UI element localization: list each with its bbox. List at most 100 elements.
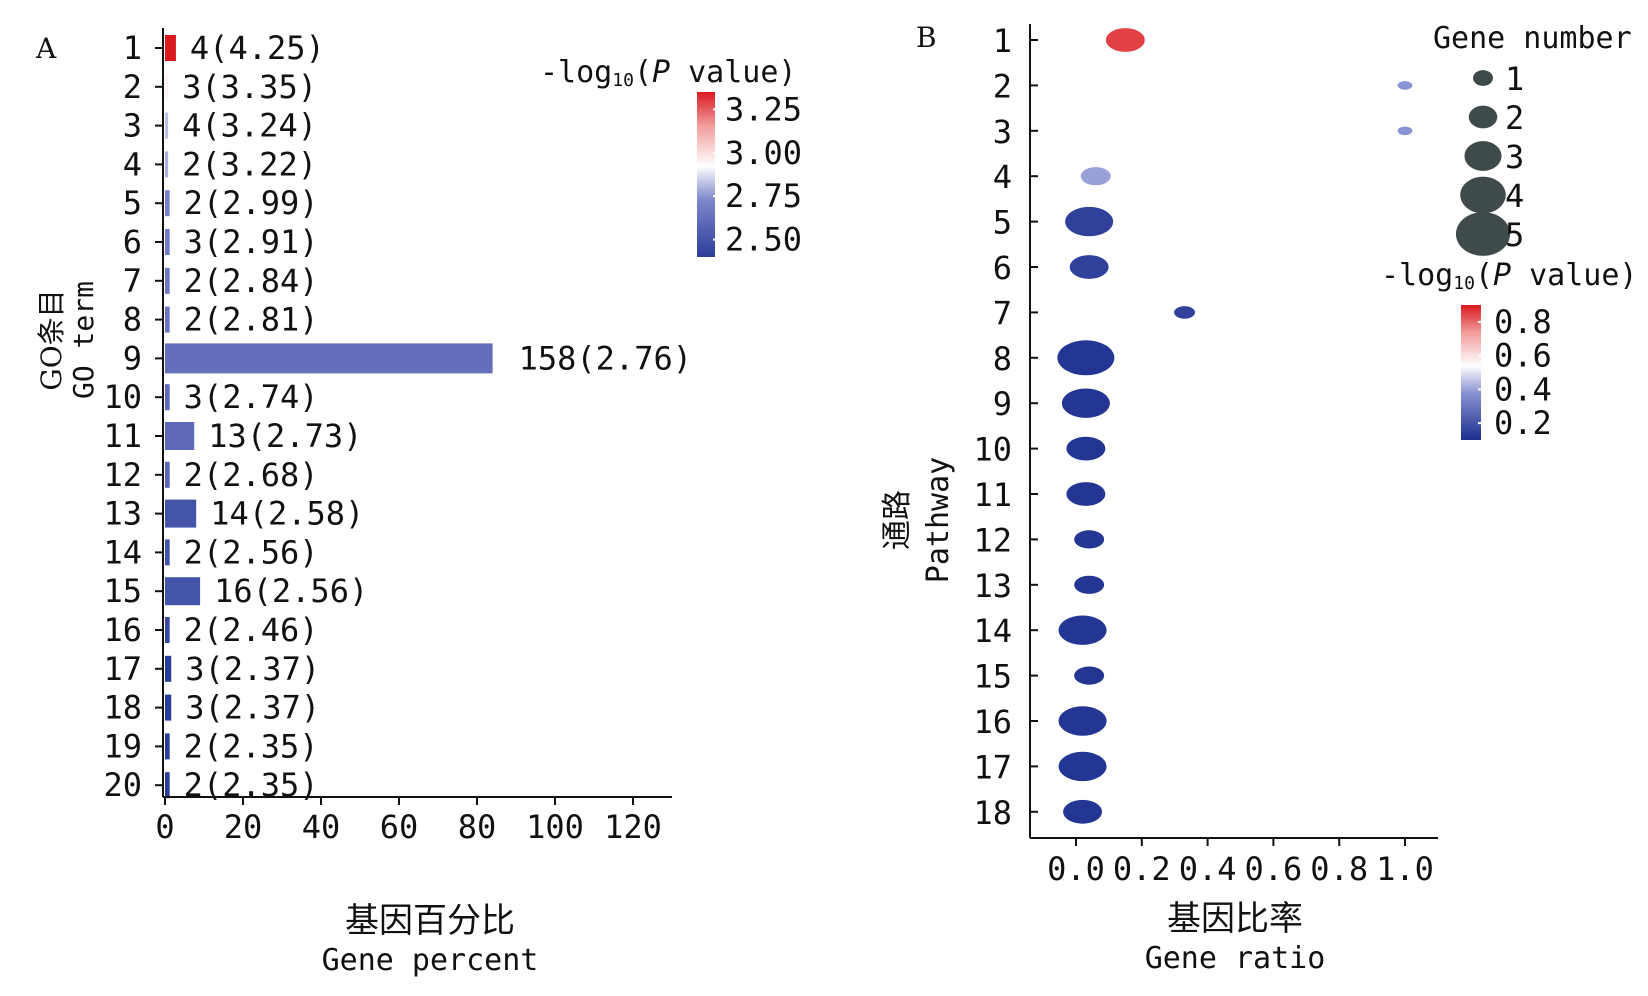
panel-b-x-ticks: [1075, 838, 1406, 846]
bar-value-label-12: 2(2.68): [184, 456, 319, 494]
bar-value-label-1: 4(4.25): [190, 29, 325, 67]
x-tick-label-60: 60: [380, 808, 419, 846]
panel-a-bar-value-labels: 4(4.25)3(3.35)4(3.24)2(3.22)2(2.99)3(2.9…: [182, 29, 692, 804]
bar-go-term-20: [165, 772, 170, 799]
point-pathway-11: [1066, 482, 1106, 506]
panel-b-xlabel-cn: 基因比率: [1167, 899, 1303, 939]
point-pathway-14: [1058, 615, 1107, 645]
size-legend-dot-1: [1473, 70, 1493, 86]
y-tick-label-6: 6: [993, 249, 1012, 287]
point-pathway-3: [1397, 126, 1413, 136]
panel-a-ylabel-en: GO term: [67, 281, 100, 399]
panel-b-legend-colorbar: [1461, 305, 1481, 440]
x-tick-label-120: 120: [604, 808, 662, 846]
y-tick-label-3: 3: [993, 113, 1012, 151]
bar-go-term-9: [165, 343, 493, 374]
bar-value-label-16: 2(2.46): [184, 611, 319, 649]
bar-go-term-16: [165, 617, 170, 643]
bar-go-term-6: [165, 229, 170, 255]
panel-a-color-legend: -log10(P value) 3.25 3.00 2.75 2.50: [540, 55, 802, 259]
bar-value-label-2: 3(3.35): [182, 68, 317, 106]
size-legend-label-4: 4: [1505, 177, 1524, 215]
legend-tick-label-0.2: 0.2: [1494, 404, 1552, 442]
legend-tick-label-3.00: 3.00: [725, 134, 802, 172]
panel-b-xlabel-en: Gene ratio: [1145, 941, 1326, 976]
bar-go-term-5: [165, 190, 170, 217]
bar-go-term-1: [165, 35, 176, 61]
bar-value-label-20: 2(2.35): [184, 766, 319, 804]
bar-go-term-8: [165, 306, 170, 333]
x-tick-label-20: 20: [224, 808, 263, 846]
bar-value-label-9: 158(2.76): [519, 339, 692, 377]
bar-value-label-11: 13(2.73): [208, 417, 362, 455]
bar-value-label-3: 4(3.24): [182, 107, 317, 145]
y-tick-label-17: 17: [973, 748, 1012, 786]
y-tick-label-8: 8: [993, 340, 1012, 378]
y-tick-label-20: 20: [103, 766, 142, 804]
y-tick-label-10: 10: [973, 431, 1012, 469]
panel-b-color-legend: -log10(P value) 0.80.60.40.2: [1381, 258, 1638, 442]
bar-go-term-13: [165, 499, 197, 528]
y-tick-label-2: 2: [993, 67, 1012, 105]
y-tick-label-18: 18: [973, 794, 1012, 832]
bar-go-term-11: [165, 422, 195, 450]
bar-go-term-7: [165, 267, 170, 294]
bar-value-label-14: 2(2.56): [184, 533, 319, 571]
bar-go-term-17: [165, 655, 172, 682]
panel-b-size-legend-title: Gene number: [1433, 21, 1632, 56]
bar-value-label-19: 2(2.35): [184, 727, 319, 765]
point-pathway-16: [1058, 706, 1107, 736]
panel-b-points: [1057, 28, 1413, 824]
bar-value-label-18: 3(2.37): [185, 689, 320, 727]
point-pathway-7: [1174, 306, 1196, 319]
panel-a-legend-colorbar: [697, 92, 715, 257]
panel-a-x-ticks: [164, 797, 634, 805]
size-legend-label-1: 1: [1505, 60, 1524, 98]
y-tick-label-15: 15: [973, 658, 1012, 696]
bar-value-label-6: 3(2.91): [184, 223, 319, 261]
point-pathway-15: [1074, 666, 1105, 685]
point-pathway-6: [1069, 255, 1109, 279]
y-tick-label-2: 2: [123, 68, 142, 106]
panel-b-legend-ticks: 0.80.60.40.2: [1478, 303, 1552, 442]
bar-go-term-4: [165, 151, 169, 178]
point-pathway-18: [1063, 799, 1103, 824]
y-tick-label-13: 13: [103, 495, 142, 533]
y-tick-label-14: 14: [973, 612, 1012, 650]
x-tick-label-1.0: 1.0: [1376, 850, 1434, 888]
x-tick-label-0.8: 0.8: [1310, 850, 1368, 888]
bar-go-term-12: [165, 461, 170, 488]
size-legend-dot-4: [1460, 176, 1506, 214]
y-tick-label-17: 17: [103, 650, 142, 688]
y-tick-label-18: 18: [103, 689, 142, 727]
y-tick-label-16: 16: [103, 611, 142, 649]
legend-tick-label-3.25: 3.25: [725, 90, 802, 128]
y-tick-label-19: 19: [103, 727, 142, 765]
panel-a-xlabel-cn: 基因百分比: [345, 901, 515, 941]
y-tick-label-9: 9: [123, 339, 142, 377]
panel-a-xlabel-en: Gene percent: [322, 943, 539, 978]
bar-go-term-18: [165, 694, 172, 721]
point-pathway-10: [1066, 436, 1106, 461]
y-tick-label-7: 7: [123, 262, 142, 300]
bar-value-label-13: 14(2.58): [210, 495, 364, 533]
bar-go-term-3: [165, 112, 169, 139]
x-tick-label-0.6: 0.6: [1245, 850, 1303, 888]
legend-tick-label-0.4: 0.4: [1494, 370, 1552, 408]
size-legend-label-5: 5: [1505, 216, 1524, 254]
size-legend-dot-5: [1455, 212, 1511, 256]
size-legend-label-2: 2: [1505, 99, 1524, 137]
bar-value-label-5: 2(2.99): [184, 184, 319, 222]
panel-a-x-tick-labels: 0 20 40 60 80 100 120: [155, 808, 662, 846]
legend-tick-label-2.75: 2.75: [725, 177, 802, 215]
bar-value-label-17: 3(2.37): [185, 650, 320, 688]
y-tick-label-4: 4: [993, 158, 1012, 196]
bar-value-label-4: 2(3.22): [182, 145, 317, 183]
legend-tick-label-0.8: 0.8: [1494, 303, 1552, 341]
